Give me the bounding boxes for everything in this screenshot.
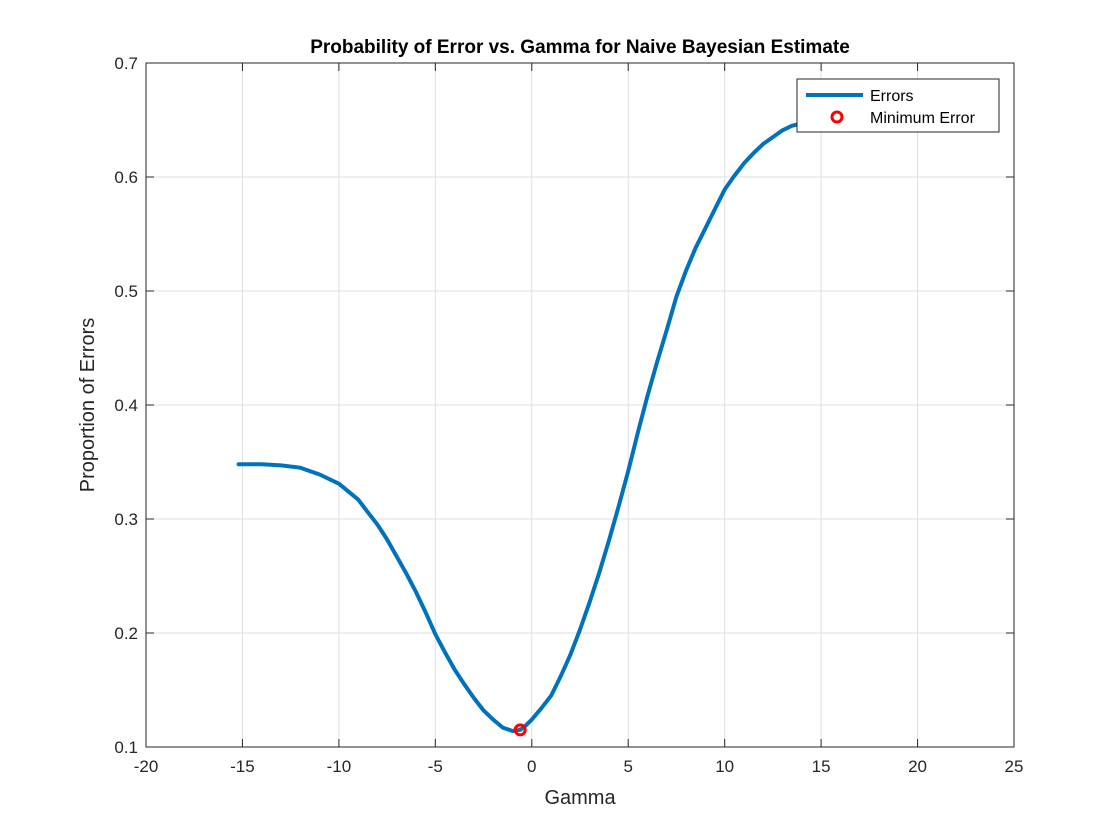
legend-minimum-error-label: Minimum Error bbox=[870, 110, 976, 127]
x-tick-label: -15 bbox=[230, 757, 255, 776]
legend: Errors Minimum Error bbox=[796, 78, 1000, 133]
legend-box bbox=[796, 78, 1000, 133]
x-tick-label: 20 bbox=[908, 757, 927, 776]
y-tick-label: 0.5 bbox=[114, 282, 138, 301]
x-tick-label: -5 bbox=[428, 757, 443, 776]
legend-errors-label: Errors bbox=[870, 88, 914, 105]
ticks: -20 -15 -10 -5 0 5 10 15 20 25 0.1 0.2 0.3 0.4 0.5 0.6 0… bbox=[114, 54, 1023, 776]
legend-minimum-error-swatch bbox=[830, 110, 844, 124]
x-tick-label: -10 bbox=[327, 757, 352, 776]
x-tick-label: 10 bbox=[715, 757, 734, 776]
x-tick-label: 25 bbox=[1005, 757, 1024, 776]
x-tick-label: -20 bbox=[134, 757, 159, 776]
plot-area: -20 -15 -10 -5 0 5 10 15 20 25 0.1 0.2 0.3 0.4 0.5 0.6 0… bbox=[114, 54, 1023, 776]
chart-title: Probability of Error vs. Gamma for Naive… bbox=[310, 37, 850, 58]
minimum-error-marker bbox=[513, 723, 527, 737]
y-tick-label: 0.2 bbox=[114, 624, 138, 643]
y-tick-label: 0.6 bbox=[114, 168, 138, 187]
y-tick-label: 0.1 bbox=[114, 738, 138, 757]
x-tick-label: 5 bbox=[623, 757, 632, 776]
y-tick-label: 0.7 bbox=[114, 54, 138, 73]
y-tick-label: 0.3 bbox=[114, 510, 138, 529]
x-axis-label: Gamma bbox=[544, 787, 616, 809]
x-tick-label: 0 bbox=[527, 757, 536, 776]
y-tick-label: 0.4 bbox=[114, 396, 138, 415]
data-layer bbox=[236, 121, 804, 737]
x-tick-label: 15 bbox=[812, 757, 831, 776]
y-axis-label: Proportion of Errors bbox=[77, 318, 99, 493]
series-line-errors bbox=[236, 121, 804, 733]
